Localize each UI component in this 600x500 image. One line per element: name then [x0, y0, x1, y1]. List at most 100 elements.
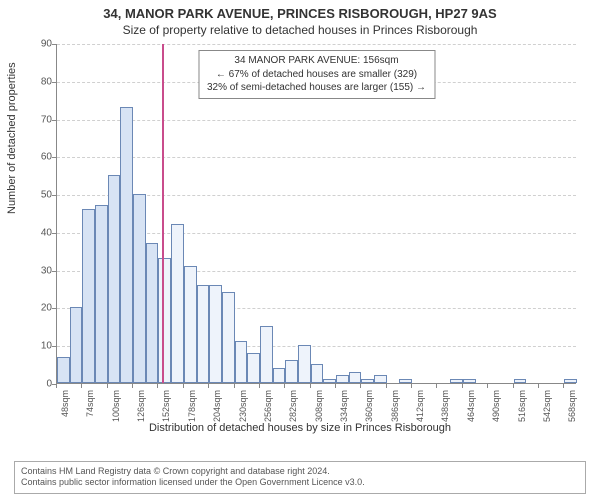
x-tick-mark — [56, 384, 57, 388]
x-tick-label: 568sqm — [567, 390, 577, 440]
x-tick-mark — [234, 384, 235, 388]
x-tick-mark — [360, 384, 361, 388]
info-line-2: ← 67% of detached houses are smaller (32… — [207, 68, 426, 82]
histogram-bar — [273, 368, 286, 383]
x-tick-mark — [386, 384, 387, 388]
histogram-bar — [450, 379, 463, 383]
histogram-bar — [260, 326, 273, 383]
x-tick-label: 152sqm — [161, 390, 171, 440]
x-tick-label: 74sqm — [85, 390, 95, 440]
x-tick-mark — [513, 384, 514, 388]
x-tick-mark — [284, 384, 285, 388]
x-tick-mark — [563, 384, 564, 388]
grid-line — [57, 44, 576, 45]
y-tick-mark — [52, 157, 56, 158]
y-tick-mark — [52, 120, 56, 121]
x-tick-label: 230sqm — [238, 390, 248, 440]
x-tick-label: 516sqm — [517, 390, 527, 440]
histogram-bar — [349, 372, 362, 383]
x-tick-mark — [436, 384, 437, 388]
x-tick-label: 204sqm — [212, 390, 222, 440]
histogram-bar — [70, 307, 83, 383]
histogram-bar — [82, 209, 95, 383]
x-tick-mark — [259, 384, 260, 388]
x-tick-label: 334sqm — [339, 390, 349, 440]
x-tick-mark — [462, 384, 463, 388]
histogram-bar — [247, 353, 260, 383]
x-tick-label: 490sqm — [491, 390, 501, 440]
chart-container: Number of detached properties 34 MANOR P… — [0, 44, 600, 436]
y-tick-mark — [52, 82, 56, 83]
histogram-bar — [171, 224, 184, 383]
marker-line — [162, 44, 164, 383]
x-tick-label: 100sqm — [111, 390, 121, 440]
x-tick-mark — [157, 384, 158, 388]
y-tick-label: 40 — [30, 227, 52, 238]
x-tick-label: 282sqm — [288, 390, 298, 440]
y-tick-label: 60 — [30, 152, 52, 163]
y-tick-mark — [52, 271, 56, 272]
histogram-bar — [311, 364, 324, 383]
histogram-bar — [158, 258, 171, 383]
x-tick-mark — [132, 384, 133, 388]
page-subtitle: Size of property relative to detached ho… — [0, 23, 600, 37]
x-tick-mark — [183, 384, 184, 388]
histogram-bar — [95, 205, 108, 383]
histogram-bar — [222, 292, 235, 383]
histogram-bar — [374, 375, 387, 383]
y-tick-label: 0 — [30, 379, 52, 390]
histogram-bar — [197, 285, 210, 383]
x-tick-label: 48sqm — [60, 390, 70, 440]
x-tick-label: 178sqm — [187, 390, 197, 440]
histogram-bar — [298, 345, 311, 383]
y-tick-mark — [52, 44, 56, 45]
info-line-3: 32% of semi-detached houses are larger (… — [207, 81, 426, 95]
page-title: 34, MANOR PARK AVENUE, PRINCES RISBOROUG… — [0, 6, 600, 21]
x-tick-label: 438sqm — [440, 390, 450, 440]
x-tick-mark — [487, 384, 488, 388]
y-tick-label: 70 — [30, 114, 52, 125]
histogram-bar — [564, 379, 577, 383]
histogram-bar — [235, 341, 248, 383]
histogram-bar — [514, 379, 527, 383]
histogram-bar — [120, 107, 133, 383]
x-tick-mark — [310, 384, 311, 388]
y-tick-label: 50 — [30, 190, 52, 201]
x-tick-label: 126sqm — [136, 390, 146, 440]
x-tick-mark — [107, 384, 108, 388]
histogram-bar — [336, 375, 349, 383]
x-tick-label: 256sqm — [263, 390, 273, 440]
x-tick-mark — [411, 384, 412, 388]
x-tick-label: 412sqm — [415, 390, 425, 440]
y-tick-mark — [52, 346, 56, 347]
y-tick-mark — [52, 308, 56, 309]
y-tick-label: 90 — [30, 39, 52, 50]
histogram-bar — [184, 266, 197, 383]
grid-line — [57, 120, 576, 121]
x-tick-mark — [538, 384, 539, 388]
x-tick-label: 542sqm — [542, 390, 552, 440]
histogram-bar — [463, 379, 476, 383]
y-tick-label: 20 — [30, 303, 52, 314]
y-tick-mark — [52, 195, 56, 196]
x-tick-mark — [208, 384, 209, 388]
info-box: 34 MANOR PARK AVENUE: 156sqm ← 67% of de… — [198, 50, 435, 99]
histogram-bar — [209, 285, 222, 383]
x-tick-label: 386sqm — [390, 390, 400, 440]
y-tick-mark — [52, 233, 56, 234]
histogram-bar — [57, 357, 70, 383]
footer-attribution: Contains HM Land Registry data © Crown c… — [14, 461, 586, 494]
y-axis-label: Number of detached properties — [6, 62, 18, 214]
histogram-bar — [108, 175, 121, 383]
grid-line — [57, 157, 576, 158]
x-tick-mark — [81, 384, 82, 388]
histogram-bar — [323, 379, 336, 383]
histogram-bar — [361, 379, 374, 383]
histogram-bar — [146, 243, 159, 383]
y-tick-label: 30 — [30, 265, 52, 276]
x-tick-label: 360sqm — [364, 390, 374, 440]
x-tick-label: 464sqm — [466, 390, 476, 440]
histogram-bar — [399, 379, 412, 383]
info-line-1: 34 MANOR PARK AVENUE: 156sqm — [207, 54, 426, 68]
footer-line-2: Contains public sector information licen… — [21, 477, 579, 489]
